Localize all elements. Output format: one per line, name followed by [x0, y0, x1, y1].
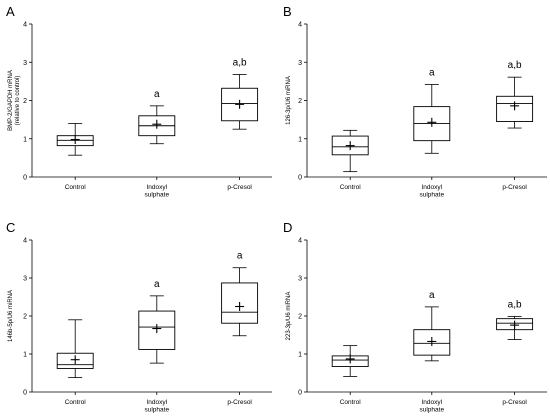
box-1: Control: [331, 129, 369, 191]
panel-letter: C: [6, 220, 15, 235]
x-tick-label-line: Control: [340, 184, 362, 191]
significance-label: a: [154, 89, 160, 100]
x-tick-label-line: p-Cresol: [227, 184, 252, 191]
y-tick-label: 1: [298, 352, 302, 359]
x-tick-label-line: sulphate: [145, 192, 170, 199]
x-tick-label: Control: [65, 399, 87, 406]
x-tick-label: Indoxyl sulphate: [145, 399, 170, 414]
x-tick-label-line: p-Cresol: [502, 184, 527, 191]
panel-d: D 0 1 2 3 4 223-3p/U6 miRNA Control Indoxyl sulph…: [283, 220, 547, 414]
y-tick-label: 0: [23, 390, 27, 397]
y-tick-label: 2: [298, 314, 302, 321]
y-tick-label: 2: [23, 98, 27, 105]
box-iqr: [221, 87, 259, 122]
box-2: Indoxyl sulphate a: [413, 67, 451, 199]
y-axis-label: BMP-2/GAPDH mRNA(relative to control): [8, 70, 21, 131]
x-tick-label-line: sulphate: [420, 407, 445, 414]
y-tick-label: 0: [298, 390, 302, 397]
y-tick-label: 3: [23, 60, 27, 67]
box-3: p-Cresol a,b: [496, 299, 534, 406]
panel-letter: A: [6, 4, 15, 19]
y-tick-label: 1: [23, 136, 27, 143]
x-tick-label: Indoxyl sulphate: [420, 399, 445, 414]
box-2: Indoxyl sulphate a: [138, 89, 176, 199]
panel-letter: B: [283, 4, 292, 19]
x-tick-label: p-Cresol: [502, 399, 527, 406]
panel-letter: D: [283, 220, 292, 235]
y-tick-label: 4: [23, 238, 27, 245]
y-axis-label-line: BMP-2/GAPDH mRNA: [8, 70, 14, 131]
y-axis-label: 126-3p/U6 miRNA: [286, 76, 292, 125]
x-tick-label-line: sulphate: [145, 407, 170, 414]
y-tick-label: 4: [23, 22, 27, 29]
significance-label: a: [237, 251, 243, 262]
box-3: p-Cresol a: [221, 251, 259, 406]
box-3: p-Cresol a,b: [496, 60, 534, 191]
y-axis-label: 146b-5p/U6 miRNA: [8, 290, 14, 342]
x-tick-label-line: Indoxyl: [146, 184, 167, 191]
y-axis-label-line: (relative to control): [15, 76, 21, 126]
x-tick-label: Indoxyl sulphate: [420, 184, 445, 199]
significance-label: a,b: [508, 299, 522, 310]
x-tick-label-line: p-Cresol: [227, 399, 252, 406]
box-1: Control: [331, 345, 369, 406]
y-axis-label-line: 223-3p/U6 miRNA: [286, 292, 292, 341]
x-tick-label-line: Indoxyl: [421, 184, 442, 191]
significance-label: a: [429, 67, 435, 78]
y-tick-label: 3: [298, 276, 302, 283]
panel-b: B 0 1 2 3 4 126-3p/U6 miRNA Control Indoxyl sulph…: [283, 4, 547, 199]
x-tick-label-line: Indoxyl: [146, 399, 167, 406]
y-tick-label: 0: [23, 175, 27, 182]
y-tick-label: 3: [23, 276, 27, 283]
y-tick-label: 4: [298, 22, 302, 29]
x-tick-label-line: sulphate: [420, 192, 445, 199]
x-tick-label-line: Indoxyl: [421, 399, 442, 406]
x-tick-label-line: Control: [65, 184, 87, 191]
x-tick-label: Indoxyl sulphate: [145, 184, 170, 199]
significance-label: a: [429, 290, 435, 301]
box-3: p-Cresol a,b: [221, 57, 259, 191]
x-tick-label: p-Cresol: [227, 184, 252, 191]
y-tick-label: 2: [23, 314, 27, 321]
y-tick-label: 0: [298, 175, 302, 182]
y-axis-label: 223-3p/U6 miRNA: [286, 292, 292, 341]
y-tick-label: 4: [298, 238, 302, 245]
x-tick-label: Control: [340, 184, 362, 191]
box-1: Control: [56, 319, 94, 406]
y-tick-label: 2: [298, 98, 302, 105]
x-tick-label-line: Control: [340, 399, 362, 406]
panel-a: A 0 1 2 3 4 BMP-2/GAPDH mRNA(relative to contr…: [6, 4, 272, 199]
panel-c: C 0 1 2 3 4 146b-5p/U6 miRNA Control Indoxyl sulp…: [6, 220, 272, 414]
significance-label: a,b: [508, 60, 522, 71]
y-tick-label: 3: [298, 60, 302, 67]
significance-label: a,b: [233, 57, 247, 68]
x-tick-label-line: p-Cresol: [502, 399, 527, 406]
y-tick-label: 1: [23, 352, 27, 359]
box-2: Indoxyl sulphate a: [413, 290, 451, 414]
box-2: Indoxyl sulphate a: [138, 279, 176, 414]
box-1: Control: [56, 123, 94, 191]
significance-label: a: [154, 279, 160, 290]
x-tick-label: p-Cresol: [227, 399, 252, 406]
x-tick-label-line: Control: [65, 399, 87, 406]
x-tick-label: Control: [340, 399, 362, 406]
y-axis-label-line: 126-3p/U6 miRNA: [286, 76, 292, 125]
x-tick-label: Control: [65, 184, 87, 191]
y-axis-label-line: 146b-5p/U6 miRNA: [8, 290, 14, 342]
y-tick-label: 1: [298, 136, 302, 143]
x-tick-label: p-Cresol: [502, 184, 527, 191]
